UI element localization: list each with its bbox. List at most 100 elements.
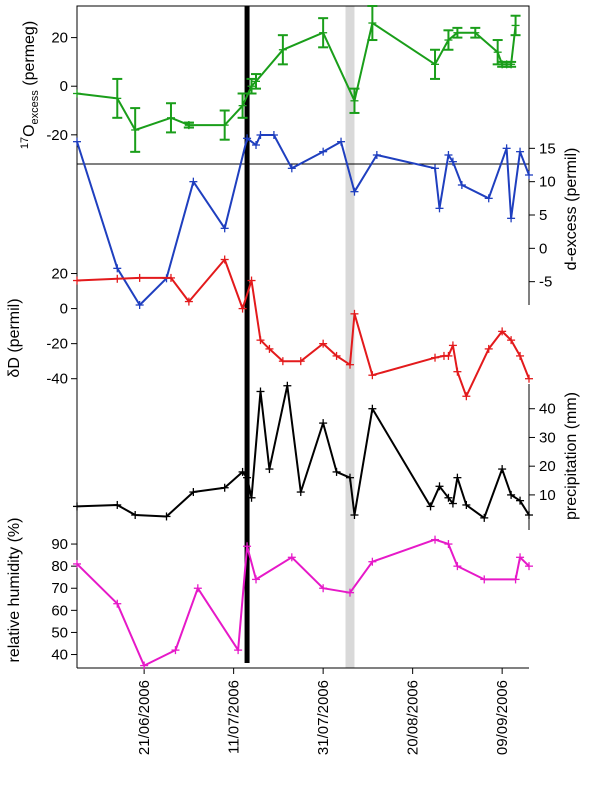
- precipitation-data-point: [189, 488, 198, 497]
- d-excess-data-point: [337, 137, 346, 146]
- precipitation-series-line: [76, 384, 530, 519]
- dD-data-point: [319, 339, 328, 348]
- d-excess-data-point: [502, 144, 511, 153]
- x-tick-label: 20/08/2006: [405, 680, 422, 755]
- precipitation-data-point: [345, 473, 354, 482]
- o17-data-point: [131, 125, 140, 134]
- data-series: [73, 5, 533, 670]
- dD-data-point: [220, 255, 229, 264]
- humidity-series-line: [76, 538, 530, 667]
- d-excess-data-point: [448, 157, 457, 166]
- precipitation-data-point: [507, 490, 516, 499]
- dD-data-point: [247, 276, 256, 285]
- humidity-data-point: [319, 584, 328, 593]
- precipitation-data-point: [131, 511, 140, 520]
- precipitation-y-tick-label: 10: [539, 487, 556, 504]
- humidity-data-point: [73, 559, 81, 568]
- humidity-y-tick-label: 70: [51, 580, 68, 597]
- o17-axis-title-sup: 17: [19, 137, 31, 149]
- dD-data-point: [73, 276, 81, 285]
- d-excess-data-point: [516, 147, 525, 156]
- dD-y-tick-label: -20: [46, 336, 68, 353]
- humidity-data-point: [243, 542, 252, 551]
- humidity-data-point: [252, 575, 261, 584]
- dD-data-point: [278, 357, 287, 366]
- x-tick-label: 31/07/2006: [315, 680, 332, 755]
- o17-data-point: [444, 36, 453, 45]
- dD-data-point: [462, 392, 471, 401]
- dD-data-point: [184, 297, 193, 306]
- dD-data-point: [368, 371, 377, 380]
- precipitation-data-point: [368, 404, 377, 413]
- o17-data-point: [507, 60, 516, 69]
- d-excess-data-point: [189, 177, 198, 186]
- o17-data-point: [278, 45, 287, 54]
- precipitation-data-point: [113, 500, 122, 509]
- humidity-data-point: [453, 562, 462, 571]
- dD-data-point: [507, 336, 516, 345]
- humidity-data-point: [287, 553, 296, 562]
- humidity-y-tick-label: 50: [51, 624, 68, 641]
- precipitation-data-point: [332, 467, 341, 476]
- precipitation-data-point: [480, 513, 489, 522]
- o17-data-point: [73, 89, 81, 98]
- dD-data-point: [332, 351, 341, 360]
- o17-axis-title-sub: excess: [29, 90, 41, 125]
- precipitation-data-point: [73, 502, 81, 511]
- o17-data-point: [166, 113, 175, 122]
- o17-data-point: [247, 82, 256, 91]
- humidity-data-point: [171, 646, 180, 655]
- precipitation-data-point: [238, 467, 247, 476]
- o17-data-point: [493, 48, 502, 57]
- dD-data-point: [484, 344, 493, 353]
- precipitation-data-point: [426, 502, 435, 511]
- d-excess-y-tick-label: 15: [539, 140, 556, 157]
- d-excess-data-point: [372, 151, 381, 159]
- o17-data-point: [252, 77, 261, 86]
- precipitation-data-point: [243, 473, 252, 482]
- d-excess-data-point: [135, 301, 144, 309]
- dD-data-point: [453, 367, 462, 376]
- o17-axis-title-unit: (permeg): [21, 21, 38, 90]
- precipitation-data-point: [247, 493, 256, 502]
- precipitation-data-point: [435, 482, 444, 491]
- dD-data-point: [256, 336, 265, 345]
- d-excess-data-point: [444, 151, 453, 159]
- o17-data-point: [113, 94, 122, 103]
- d-excess-data-point: [287, 164, 296, 173]
- d-excess-data-point: [525, 171, 533, 179]
- humidity-data-point: [113, 599, 122, 608]
- axes: [76, 5, 530, 669]
- dD-data-point: [431, 353, 440, 362]
- d-excess-data-point: [243, 134, 252, 143]
- precipitation-y-tick-label: 40: [539, 401, 556, 418]
- humidity-data-point: [525, 562, 533, 571]
- humidity-data-point: [480, 575, 489, 584]
- humidity-y-tick-label: 60: [51, 602, 68, 619]
- x-tick-label: 21/06/2006: [136, 680, 153, 755]
- d-excess-data-point: [431, 164, 440, 173]
- precipitation-data-point: [498, 465, 507, 474]
- humidity-data-point: [345, 588, 354, 597]
- o17-data-point: [220, 121, 229, 130]
- dD-data-point: [498, 327, 507, 336]
- precipitation-data-point: [162, 512, 171, 521]
- humidity-data-point: [516, 553, 525, 562]
- humidity-data-point: [431, 535, 440, 544]
- o17-y-tick-label: -20: [46, 127, 68, 144]
- o17-data-point: [431, 60, 440, 69]
- d-excess-data-point: [252, 141, 261, 149]
- dD-data-point: [166, 273, 175, 282]
- o17-data-point: [238, 101, 247, 110]
- d-excess-data-point: [256, 131, 265, 139]
- o17-axis-title: 17Oexcess (permeg): [19, 21, 41, 149]
- d-excess-data-point: [113, 264, 122, 273]
- precipitation-data-point: [296, 488, 305, 497]
- d-excess-data-point: [350, 187, 359, 196]
- shaded-band-marker: [345, 6, 355, 668]
- precipitation-data-point: [256, 387, 265, 396]
- dD-data-point: [350, 309, 359, 318]
- date-markers: [244, 6, 355, 668]
- precipitation-data-point: [516, 496, 525, 505]
